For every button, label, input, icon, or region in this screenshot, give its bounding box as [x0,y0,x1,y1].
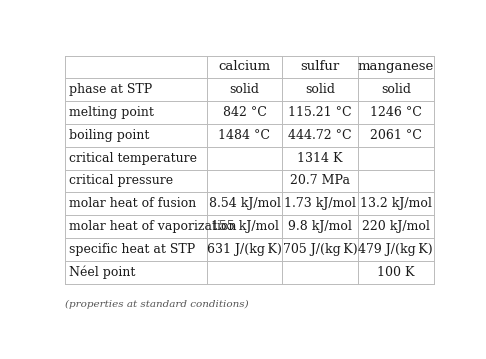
Text: 115.21 °C: 115.21 °C [288,106,352,119]
Text: critical pressure: critical pressure [69,174,173,187]
Text: 9.8 kJ/mol: 9.8 kJ/mol [288,220,352,233]
Text: 1.73 kJ/mol: 1.73 kJ/mol [284,197,356,210]
Text: molar heat of fusion: molar heat of fusion [69,197,196,210]
Text: 155 kJ/mol: 155 kJ/mol [210,220,278,233]
Text: molar heat of vaporization: molar heat of vaporization [69,220,237,233]
Text: phase at STP: phase at STP [69,83,152,96]
Text: melting point: melting point [69,106,154,119]
Text: 1314 K: 1314 K [297,151,343,165]
Text: critical temperature: critical temperature [69,151,197,165]
Text: solid: solid [305,83,335,96]
Text: (properties at standard conditions): (properties at standard conditions) [65,300,248,309]
Text: solid: solid [229,83,260,96]
Text: 220 kJ/mol: 220 kJ/mol [362,220,430,233]
Text: 631 J/(kg K): 631 J/(kg K) [207,243,282,256]
Text: 8.54 kJ/mol: 8.54 kJ/mol [208,197,280,210]
Text: 479 J/(kg K): 479 J/(kg K) [359,243,433,256]
Text: 842 °C: 842 °C [223,106,266,119]
Text: calcium: calcium [218,60,271,74]
Text: 1246 °C: 1246 °C [370,106,422,119]
Text: 100 K: 100 K [377,266,415,279]
Text: 705 J/(kg K): 705 J/(kg K) [283,243,357,256]
Text: sulfur: sulfur [300,60,340,74]
Text: solid: solid [381,83,411,96]
Text: 2061 °C: 2061 °C [370,129,422,142]
Text: boiling point: boiling point [69,129,149,142]
Text: specific heat at STP: specific heat at STP [69,243,195,256]
Text: 20.7 MPa: 20.7 MPa [290,174,350,187]
Text: 13.2 kJ/mol: 13.2 kJ/mol [360,197,432,210]
Text: manganese: manganese [358,60,434,74]
Text: Néel point: Néel point [69,265,136,279]
Text: 1484 °C: 1484 °C [219,129,271,142]
Text: 444.72 °C: 444.72 °C [288,129,352,142]
